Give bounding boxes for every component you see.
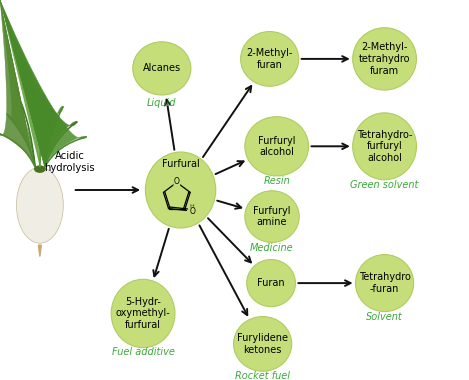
Text: O: O bbox=[174, 177, 180, 186]
Polygon shape bbox=[38, 245, 41, 256]
Text: Tetrahydro-
furfuryl
alcohol: Tetrahydro- furfuryl alcohol bbox=[357, 130, 412, 163]
Text: 5-Hydr-
oxymethyl-
furfural: 5-Hydr- oxymethyl- furfural bbox=[116, 297, 170, 330]
Ellipse shape bbox=[145, 152, 216, 228]
PathPatch shape bbox=[0, 121, 77, 380]
Ellipse shape bbox=[353, 28, 416, 90]
Ellipse shape bbox=[247, 260, 295, 307]
Text: Solvent: Solvent bbox=[366, 312, 403, 322]
Ellipse shape bbox=[234, 317, 292, 371]
Text: 2-Methyl-
tetrahydro
furam: 2-Methyl- tetrahydro furam bbox=[359, 42, 410, 76]
PathPatch shape bbox=[0, 133, 35, 380]
Ellipse shape bbox=[111, 279, 175, 348]
PathPatch shape bbox=[0, 102, 35, 380]
Text: Rocket fuel: Rocket fuel bbox=[235, 371, 290, 380]
Ellipse shape bbox=[34, 165, 45, 173]
Ellipse shape bbox=[241, 32, 299, 86]
Ellipse shape bbox=[356, 255, 414, 312]
PathPatch shape bbox=[0, 95, 45, 380]
Ellipse shape bbox=[245, 191, 299, 242]
Text: Furfuryl
alcohol: Furfuryl alcohol bbox=[258, 136, 295, 157]
PathPatch shape bbox=[0, 136, 87, 380]
Text: 2-Methyl-
furan: 2-Methyl- furan bbox=[247, 48, 293, 70]
Ellipse shape bbox=[133, 42, 191, 95]
Text: Furfuryl
amine: Furfuryl amine bbox=[253, 206, 291, 227]
PathPatch shape bbox=[0, 114, 35, 380]
Text: O: O bbox=[189, 207, 195, 217]
Text: Fuel additive: Fuel additive bbox=[112, 347, 174, 357]
Text: Resin: Resin bbox=[263, 176, 290, 185]
PathPatch shape bbox=[0, 106, 63, 380]
Text: Furfural: Furfural bbox=[162, 159, 199, 169]
Text: Green solvent: Green solvent bbox=[350, 180, 419, 190]
Ellipse shape bbox=[353, 113, 416, 180]
Text: Liquid: Liquid bbox=[147, 98, 176, 108]
Text: Medicine: Medicine bbox=[250, 243, 294, 253]
Text: Acidic
hydrolysis: Acidic hydrolysis bbox=[44, 151, 95, 173]
Ellipse shape bbox=[245, 117, 309, 176]
Text: Tetrahydro
-furan: Tetrahydro -furan bbox=[359, 272, 410, 294]
Text: Furan: Furan bbox=[257, 278, 285, 288]
Ellipse shape bbox=[16, 167, 63, 243]
Text: Furylidene
ketones: Furylidene ketones bbox=[237, 333, 288, 355]
Text: H: H bbox=[189, 204, 194, 209]
Text: Alcanes: Alcanes bbox=[143, 63, 181, 73]
